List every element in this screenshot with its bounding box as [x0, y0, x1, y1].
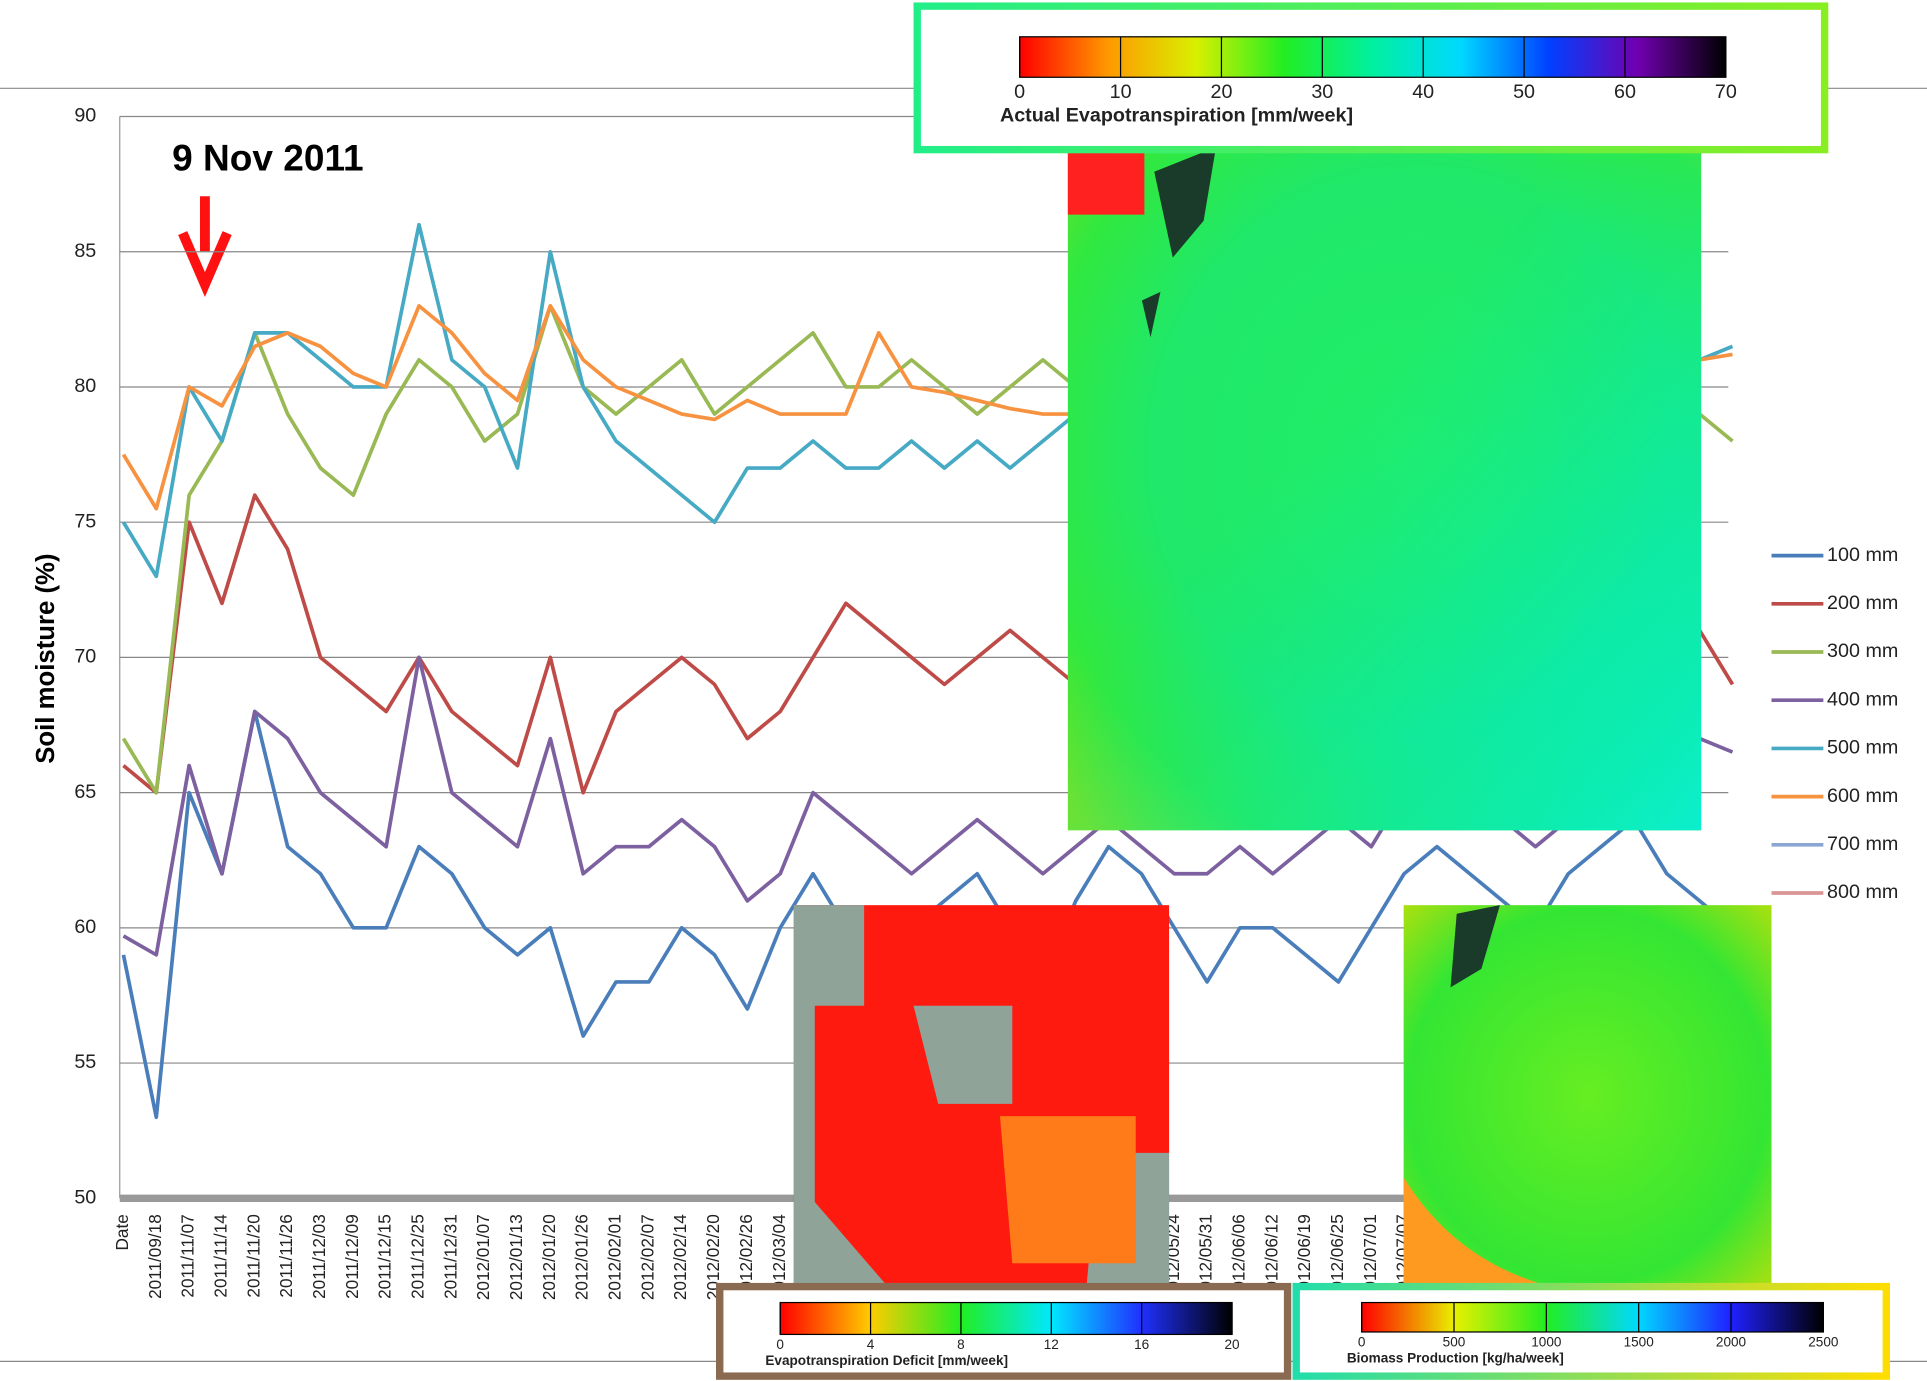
x-tick-label: 2012/01/20 [539, 1214, 559, 1300]
colorbar-title: Actual Evapotranspiration [mm/week] [1000, 105, 1353, 127]
legend-label: 500 mm [1827, 737, 1898, 759]
colorbar-tick-label: 10 [1110, 81, 1132, 103]
colorbar-tick-label: 2000 [1716, 1334, 1746, 1349]
colorbar-tick-label: 20 [1224, 1337, 1239, 1352]
annotation: 9 Nov 2011 [172, 137, 363, 178]
x-tick-label: 2011/12/09 [342, 1214, 362, 1299]
et-map-shade [1067, 147, 1702, 831]
colorbar-tick-label: 20 [1210, 81, 1232, 103]
x-tick-label: 2011/12/25 [407, 1214, 427, 1299]
x-tick-label: 2011/09/18 [145, 1214, 165, 1299]
colorbar-tick-label: 500 [1443, 1334, 1466, 1349]
x-tick-label: 2011/11/26 [276, 1214, 296, 1297]
deficit-map-orange [999, 1116, 1136, 1264]
y-tick-label: 70 [74, 646, 96, 668]
x-tick-label: 2011/12/31 [440, 1214, 460, 1299]
x-tick-label: 2011/12/15 [375, 1214, 395, 1299]
legend-label: 300 mm [1827, 640, 1898, 662]
legend-label: 600 mm [1827, 785, 1898, 807]
colorbar-tick-label: 0 [1014, 81, 1025, 103]
deficit-map-gray [793, 905, 1170, 1288]
x-tick-label: 2012/01/07 [473, 1214, 493, 1300]
colorbar-tick-label: 12 [1044, 1337, 1059, 1352]
legend-label: 700 mm [1827, 833, 1898, 855]
x-tick-label: 2012/06/06 [1228, 1214, 1248, 1300]
x-tick-label: 2012/05/31 [1196, 1214, 1216, 1300]
y-tick-label: 80 [74, 375, 96, 397]
colorbar-title: Evapotranspiration Deficit [mm/week] [765, 1353, 1008, 1368]
colorbar [779, 1301, 1233, 1336]
y-tick-label: 50 [74, 1187, 96, 1209]
legend-label: 400 mm [1827, 688, 1898, 710]
x-tick-label: 2012/03/04 [769, 1214, 789, 1300]
legend-label: 100 mm [1827, 544, 1898, 566]
colorbar [1019, 36, 1727, 78]
x-tick-label: 2012/01/26 [572, 1214, 592, 1300]
x-tick-label: Date [112, 1214, 132, 1250]
x-tick-label: 2012/02/07 [637, 1214, 657, 1300]
biomass-map-trees [1450, 905, 1500, 988]
x-tick-label: 2012/02/20 [703, 1214, 723, 1300]
y-axis-label: Soil moisture (%) [32, 553, 60, 763]
colorbar-tick-label: 40 [1412, 81, 1434, 103]
y-tick-label: 55 [74, 1051, 96, 1073]
y-tick-label: 90 [74, 105, 96, 127]
colorbar-tick-label: 1500 [1624, 1334, 1654, 1349]
annotation-arrow [178, 196, 232, 298]
x-tick-label: 2011/11/07 [178, 1214, 198, 1297]
x-tick-label: 2012/02/26 [736, 1214, 756, 1300]
colorbar-title: Biomass Production [kg/ha/week] [1347, 1351, 1564, 1366]
colorbar-tick-label: 1000 [1531, 1334, 1561, 1349]
colorbar-tick-label: 4 [867, 1337, 875, 1352]
legend-label: 800 mm [1827, 881, 1898, 903]
map-images [793, 147, 1772, 1288]
et-map-red [1067, 147, 1145, 215]
colorbar-tick-label: 0 [1358, 1334, 1366, 1349]
x-tick-label: 2012/07/01 [1360, 1214, 1380, 1300]
colorbar [1361, 1301, 1824, 1333]
biomass-map-orange [1403, 1177, 1556, 1288]
legend-label: 200 mm [1827, 592, 1898, 614]
x-tick-label: 2012/06/25 [1327, 1214, 1347, 1300]
y-tick-label: 85 [74, 240, 96, 262]
x-tick-label: 2012/06/19 [1294, 1214, 1314, 1300]
x-tick-label: 2012/02/01 [605, 1214, 625, 1300]
colorbar-tick-label: 50 [1513, 81, 1535, 103]
colorbar-tick-label: 0 [776, 1337, 784, 1352]
x-tick-label: 2012/06/12 [1261, 1214, 1281, 1300]
colorbar-tick-label: 30 [1311, 81, 1333, 103]
y-tick-label: 75 [74, 510, 96, 532]
colorbar-tick-label: 16 [1134, 1337, 1149, 1352]
x-tick-label: 2011/11/20 [243, 1214, 263, 1297]
colorbar-tick-label: 60 [1614, 81, 1636, 103]
y-tick-label: 60 [74, 916, 96, 938]
x-tick-label: 2012/01/13 [506, 1214, 526, 1300]
colorbar-tick-label: 8 [957, 1337, 965, 1352]
colorbar-tick-label: 70 [1715, 81, 1737, 103]
x-tick-label: 2011/11/14 [210, 1214, 230, 1298]
x-tick-label: 2011/12/03 [309, 1214, 329, 1299]
x-tick-label: 2012/02/14 [670, 1214, 690, 1300]
et-map-trees [1141, 147, 1216, 338]
colorbar-tick-label: 2500 [1808, 1334, 1838, 1349]
y-tick-label: 65 [74, 781, 96, 803]
